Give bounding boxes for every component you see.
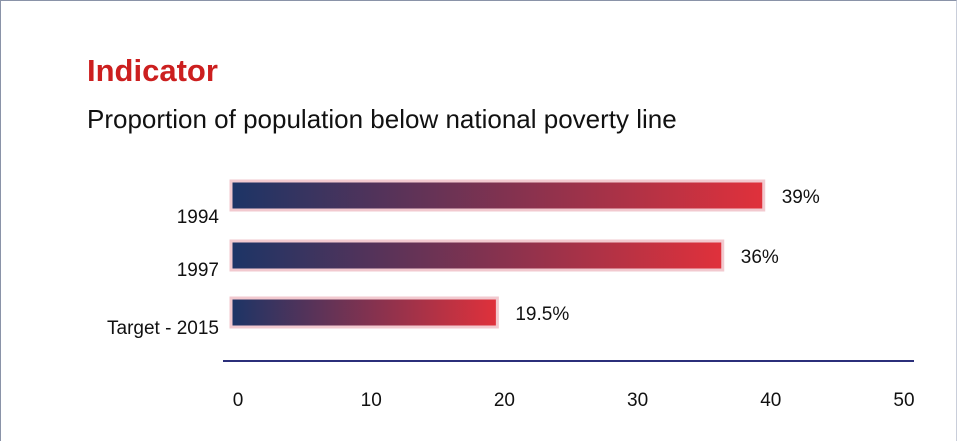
bar-2 xyxy=(229,296,499,329)
x-tick-label-20: 20 xyxy=(494,390,515,411)
category-label-1: 1997 xyxy=(177,260,219,281)
value-label-0: 39% xyxy=(782,187,820,208)
value-label-1: 36% xyxy=(741,247,779,268)
category-label-0: 1994 xyxy=(177,207,220,228)
category-label-2: Target - 2015 xyxy=(107,318,219,339)
x-tick-label-0: 0 xyxy=(233,390,244,411)
chart-subtitle: Proportion of population below national … xyxy=(87,104,677,134)
chart-title: Indicator xyxy=(87,53,218,88)
x-tick-label-50: 50 xyxy=(893,390,914,411)
x-tick-label-10: 10 xyxy=(361,390,382,411)
bar-1 xyxy=(229,239,725,272)
x-tick-label-40: 40 xyxy=(760,390,781,411)
bar-0 xyxy=(229,179,766,212)
value-label-2: 19.5% xyxy=(515,304,569,325)
x-tick-label-30: 30 xyxy=(627,390,648,411)
